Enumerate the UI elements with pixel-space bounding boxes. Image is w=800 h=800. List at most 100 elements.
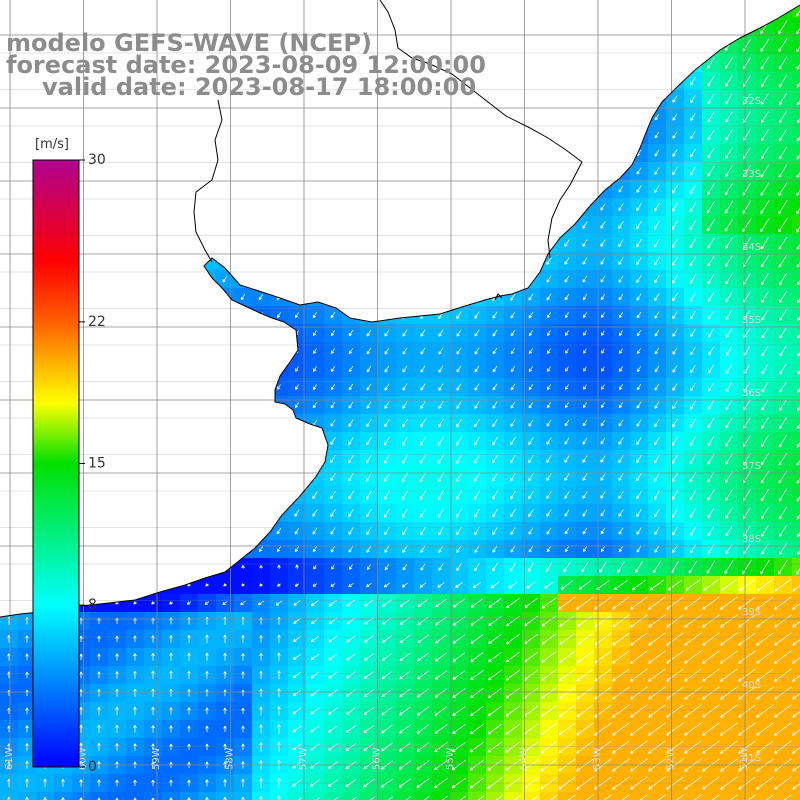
wind-arrow — [150, 401, 156, 409]
wind-arrow — [594, 704, 612, 718]
wind-speed-cell — [666, 5, 685, 19]
wind-arrow — [295, 366, 299, 372]
wind-speed-cell — [396, 108, 415, 127]
wind-arrow — [576, 650, 594, 664]
wind-arrow — [594, 596, 612, 610]
wind-speed-cell — [594, 90, 613, 109]
wind-arrow — [258, 168, 264, 175]
wind-arrow — [294, 402, 300, 409]
wind-arrow — [470, 616, 484, 626]
wind-arrow — [547, 348, 551, 354]
wind-arrow — [541, 615, 557, 627]
wind-arrow — [565, 96, 569, 102]
wind-speed-cell — [234, 360, 253, 379]
wind-speed-cell — [90, 342, 109, 361]
wind-arrow — [96, 418, 102, 428]
wind-arrow — [204, 311, 210, 319]
wind-arrow — [636, 238, 642, 248]
wind-speed-cell — [72, 126, 91, 145]
wind-arrow — [204, 527, 210, 535]
wind-speed-cell — [504, 270, 523, 289]
wind-speed-cell — [792, 234, 800, 253]
wind-arrow — [43, 797, 47, 800]
wind-arrow — [151, 706, 155, 715]
wind-arrow — [348, 419, 354, 427]
wind-arrow — [774, 686, 792, 700]
wind-speed-cell — [252, 234, 271, 253]
wind-arrow — [330, 490, 336, 500]
wind-arrow — [115, 565, 119, 569]
wind-arrow — [240, 402, 246, 408]
wind-speed-cell — [162, 198, 181, 217]
wind-speed-cell — [720, 18, 739, 37]
wind-arrow — [438, 347, 444, 355]
wind-speed-cell — [432, 108, 451, 127]
wind-arrow — [541, 705, 557, 717]
wind-speed-cell — [144, 378, 163, 397]
wind-arrow — [469, 741, 485, 753]
wind-arrow — [636, 527, 642, 535]
wind-speed-cell — [486, 18, 505, 37]
wind-arrow — [672, 40, 678, 50]
wind-arrow — [383, 472, 391, 482]
wind-arrow — [95, 202, 103, 212]
wind-speed-cell — [648, 54, 667, 73]
wind-arrow — [452, 616, 466, 626]
wind-arrow — [241, 132, 245, 138]
wind-arrow — [491, 238, 499, 248]
wind-arrow — [241, 796, 245, 800]
wind-speed-cell — [180, 252, 199, 271]
wind-speed-cell — [504, 126, 523, 145]
wind-arrow — [778, 434, 788, 448]
wind-arrow — [348, 383, 354, 391]
wind-speed-cell — [180, 558, 199, 577]
wind-arrow — [492, 256, 498, 266]
wind-arrow — [582, 41, 588, 49]
wind-arrow — [778, 56, 788, 70]
wind-arrow — [169, 725, 173, 733]
wind-arrow — [470, 670, 484, 680]
wind-speed-cell — [108, 180, 127, 199]
wind-arrow — [779, 543, 787, 555]
wind-arrow — [222, 293, 228, 301]
wind-arrow — [294, 185, 300, 193]
wind-arrow — [241, 743, 245, 751]
wind-speed-cell — [792, 576, 800, 595]
wind-speed-cell — [90, 216, 109, 235]
wind-arrow — [778, 559, 788, 575]
wind-arrow — [186, 132, 192, 138]
wind-arrow — [434, 724, 448, 734]
longitude-labels: 61W 60W 59W 58W 57W 56W 55W 54W 53W 52W 51W — [4, 747, 750, 770]
wind-arrow — [666, 740, 684, 754]
wind-arrow — [222, 203, 228, 211]
wind-arrow — [24, 293, 30, 301]
wind-arrow — [348, 436, 354, 446]
wind-arrow — [132, 545, 138, 553]
wind-arrow — [546, 545, 552, 553]
wind-arrow — [738, 794, 756, 800]
wind-speed-cell — [90, 432, 109, 451]
wind-speed-cell — [702, 792, 721, 800]
wind-speed-cell — [684, 54, 703, 73]
wind-arrow — [186, 601, 191, 605]
wind-speed-cell — [378, 252, 397, 271]
wind-speed-cell — [108, 234, 127, 253]
wind-speed-cell — [126, 468, 145, 487]
wind-arrow — [277, 688, 281, 698]
wind-arrow — [558, 704, 576, 718]
wind-speed-cell — [252, 504, 271, 523]
wind-arrow — [276, 546, 282, 553]
wind-arrow — [760, 236, 770, 250]
wind-arrow — [24, 220, 30, 230]
wind-arrow — [186, 185, 192, 193]
wind-arrow — [564, 257, 570, 265]
wind-arrow — [438, 329, 444, 337]
wind-arrow — [78, 131, 84, 139]
wind-speed-cell — [612, 90, 631, 109]
wind-arrow — [559, 633, 575, 645]
wind-speed-cell — [270, 5, 289, 19]
wind-speed-cell — [180, 450, 199, 469]
wind-arrow — [761, 309, 769, 321]
wind-speed-cell — [0, 306, 19, 325]
wind-arrow — [455, 22, 463, 32]
